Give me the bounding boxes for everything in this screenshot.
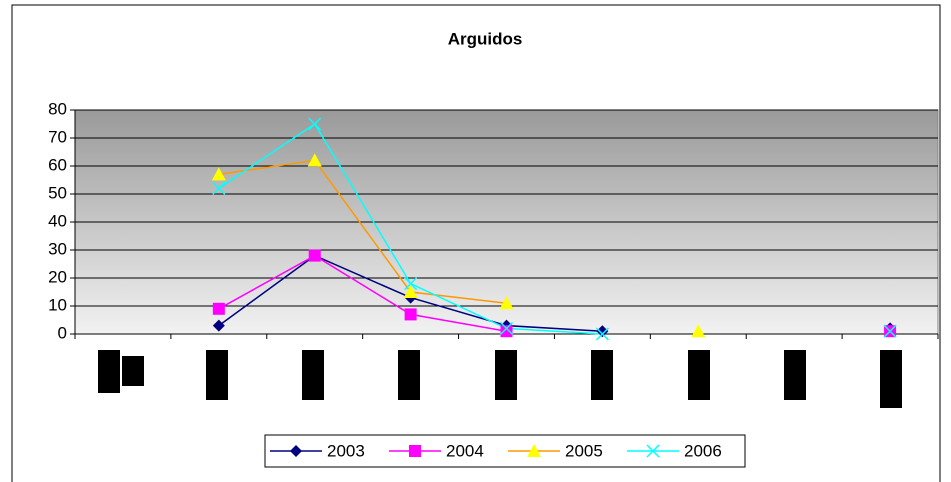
data-point [308,249,321,262]
data-point [212,319,225,332]
data-point [212,302,225,315]
legend-marker [290,445,302,457]
data-point [308,117,322,131]
y-tick-label: 80 [48,99,67,118]
y-tick-label: 20 [48,267,67,286]
y-tick-label: 70 [48,127,67,146]
data-point [211,167,226,181]
redaction [98,350,120,393]
data-point [500,325,513,338]
redactions [98,350,902,408]
redaction [398,350,420,400]
legend-label: 2005 [565,441,603,460]
data-point [499,321,514,335]
redaction [784,350,806,400]
data-point [499,296,514,310]
data-point [691,324,706,338]
data-point [595,327,609,341]
y-tick-label: 50 [48,183,67,202]
redaction [688,350,710,400]
y-tick-label: 10 [48,295,67,314]
data-point [212,181,226,195]
chart-title: Arguidos [448,29,523,48]
redaction [122,356,144,386]
legend-label: 2006 [684,441,722,460]
legend-marker [409,445,421,457]
redaction [495,350,517,400]
redaction [591,350,613,400]
data-point [403,285,418,298]
redaction [206,350,228,400]
redaction [302,350,324,400]
y-tick-label: 0 [58,323,67,342]
legend-label: 2004 [446,441,484,460]
data-point [404,308,417,321]
legend-marker [646,444,660,458]
data-point [307,153,322,167]
y-tick-label: 60 [48,155,67,174]
data-point [596,325,609,338]
y-tick-label: 40 [48,211,67,230]
data-point [883,324,897,338]
y-tick-label: 30 [48,239,67,258]
redaction [880,350,902,408]
data-point [404,277,418,291]
legend-marker [527,444,541,457]
legend-label: 2003 [327,441,365,460]
